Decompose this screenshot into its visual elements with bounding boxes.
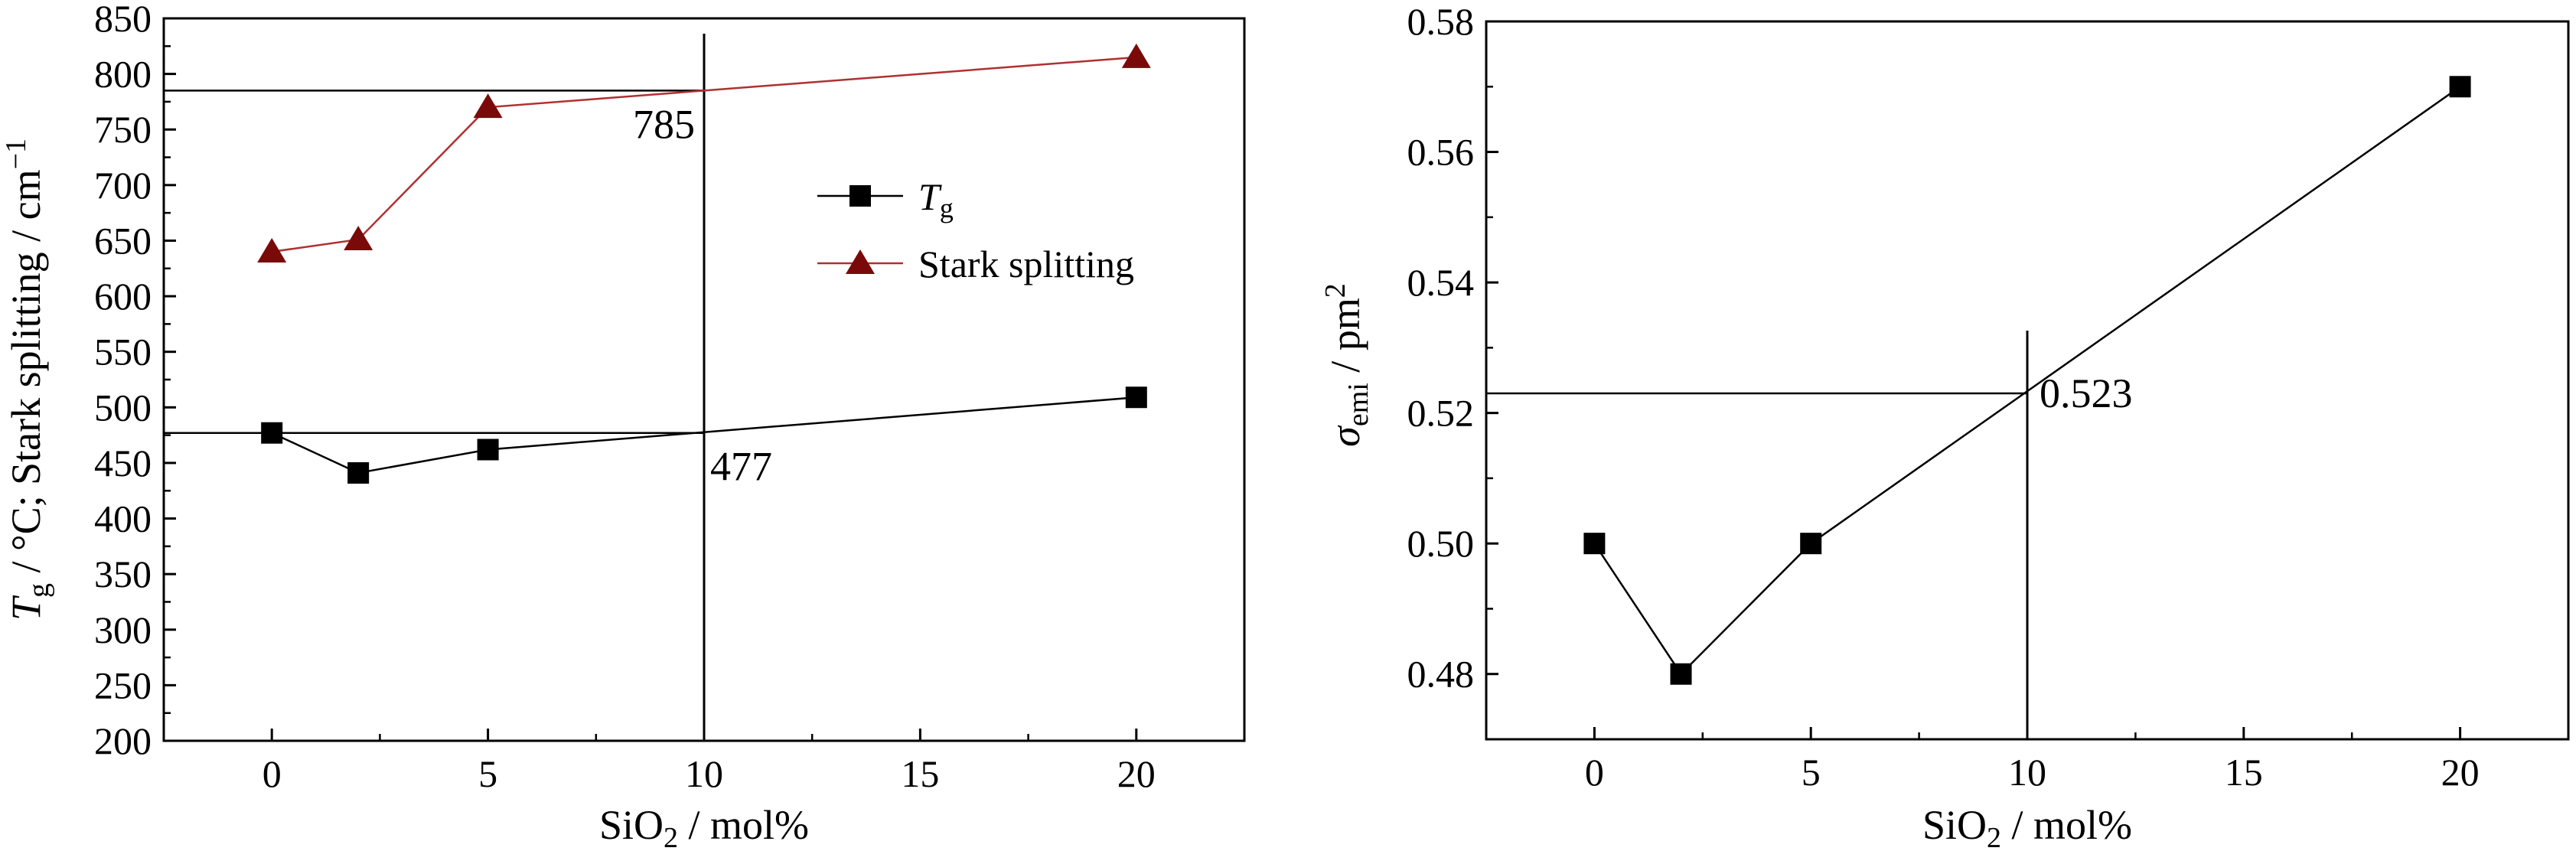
annotation-label: 0.523 (2040, 370, 2133, 416)
y-tick-label: 800 (94, 53, 152, 96)
x-axis-label: SiO2 / mol% (599, 802, 809, 851)
data-point (1670, 663, 1692, 685)
y-tick-label: 0.54 (1407, 261, 1475, 304)
legend-marker (846, 249, 875, 274)
x-tick-label: 5 (478, 752, 497, 795)
x-tick-label: 0 (262, 752, 282, 795)
y-tick-label: 400 (94, 497, 152, 540)
x-tick-label: 20 (1117, 752, 1156, 795)
y-tick-label: 650 (94, 219, 152, 262)
y-axis-label: Tg / °C; Stark splitting / cm−1 (0, 139, 55, 621)
series-line (272, 56, 1136, 253)
y-tick-label: 600 (94, 275, 152, 318)
x-tick-label: 10 (685, 752, 723, 795)
chart-2: 0 5 10 15 20 0.48 0.50 0.52 0.54 0.56 0.58 SiO2 / m… (1319, 0, 2570, 851)
data-point (344, 226, 373, 251)
data-point (477, 439, 499, 461)
annotation-label: 477 (710, 444, 772, 490)
x-tick-label: 10 (2008, 751, 2046, 794)
y-tick-label: 450 (94, 442, 152, 484)
y-tick-label: 500 (94, 386, 152, 429)
x-tick-label: 0 (1585, 751, 1604, 794)
y-tick-label: 250 (94, 664, 152, 706)
y-axis-label: σemi / pm2 (1319, 283, 1374, 447)
y-tick-label: 0.48 (1407, 653, 1475, 696)
data-point (1125, 386, 1147, 409)
y-tick-label: 550 (94, 331, 152, 373)
x-tick-label: 20 (2441, 751, 2480, 794)
x-axis-label: SiO2 / mol% (1922, 802, 2132, 851)
x-tick-label: 5 (1802, 751, 1821, 794)
y-tick-label: 0.52 (1407, 392, 1475, 435)
data-point (2449, 76, 2471, 98)
legend: Tg Stark splitting (817, 175, 1134, 285)
data-point (347, 461, 370, 484)
legend-label: Stark splitting (918, 243, 1134, 285)
legend-marker (849, 185, 871, 207)
y-tick-label: 750 (94, 108, 152, 151)
legend-label: Tg (918, 175, 954, 223)
x-tick-label: 15 (901, 752, 939, 795)
x-tick-label: 15 (2225, 751, 2263, 794)
series-line (271, 396, 1136, 474)
series-line (1593, 86, 2461, 676)
data-point (1121, 43, 1151, 68)
y-tick-label: 200 (94, 719, 152, 762)
y-tick-label: 850 (94, 0, 152, 40)
data-point (257, 237, 287, 262)
y-tick-label: 0.50 (1407, 522, 1475, 565)
chart-1: 0 5 10 15 20 200 250 300 350 400 450 500 550 600 650 70… (0, 0, 1246, 851)
y-tick-label: 0.56 (1407, 131, 1475, 174)
data-point (473, 93, 503, 119)
y-tick-label: 0.58 (1407, 0, 1475, 43)
y-tick-label: 300 (94, 608, 152, 651)
data-point (261, 422, 283, 444)
data-point (1800, 533, 1822, 555)
y-tick-label: 700 (94, 164, 152, 207)
y-tick-label: 350 (94, 553, 152, 595)
data-point (1583, 533, 1606, 555)
annotation-label: 785 (633, 101, 695, 147)
